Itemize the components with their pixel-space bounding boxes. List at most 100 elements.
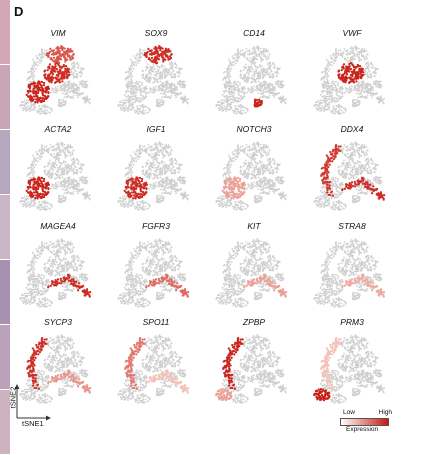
cell-point: [141, 52, 144, 55]
cell-point: [230, 63, 233, 66]
cell-point: [56, 176, 59, 179]
cell-point: [340, 105, 342, 108]
cell-point: [337, 98, 340, 100]
cell-point: [61, 171, 64, 174]
cell-point: [72, 191, 75, 193]
cell-point: [360, 76, 363, 80]
cell-point: [265, 91, 267, 94]
cell-point: [346, 49, 349, 52]
cell-point: [366, 82, 369, 85]
cell-point: [147, 47, 150, 51]
cell-point: [228, 85, 231, 88]
cell-point: [130, 105, 133, 107]
cell-point: [73, 163, 76, 166]
cell-point: [348, 62, 351, 66]
cell-point: [326, 67, 329, 70]
cell-point: [170, 161, 172, 164]
cell-point: [167, 154, 170, 157]
cell-point: [70, 193, 73, 196]
cell-point: [80, 163, 83, 166]
cell-point: [272, 94, 274, 97]
cell-point: [71, 158, 74, 161]
cell-point: [269, 67, 272, 70]
cell-point: [323, 106, 326, 109]
cell-point: [81, 83, 84, 86]
cell-point: [226, 72, 229, 75]
cell-point: [124, 90, 127, 92]
cell-point: [143, 53, 147, 56]
cell-point: [31, 176, 33, 179]
cell-point: [30, 102, 33, 104]
cell-point: [162, 82, 164, 85]
cell-point: [273, 96, 275, 99]
cell-point: [32, 71, 34, 74]
cell-point: [65, 92, 68, 95]
cell-point: [328, 88, 331, 91]
cell-point: [72, 153, 74, 155]
cell-point: [234, 82, 237, 85]
cell-point: [161, 143, 164, 146]
cell-point: [253, 73, 256, 75]
cell-point: [221, 106, 224, 109]
cell-point: [60, 99, 62, 101]
cell-point: [362, 83, 364, 86]
cell-point: [323, 83, 326, 86]
cell-point: [222, 90, 225, 92]
cell-point: [326, 105, 329, 107]
cell-point: [63, 51, 66, 54]
cell-point: [64, 93, 67, 96]
cell-point: [63, 83, 65, 86]
cell-point: [51, 185, 54, 188]
cell-point: [30, 166, 33, 169]
cell-point: [46, 96, 49, 100]
cell-point: [85, 86, 88, 88]
cell-point: [152, 63, 155, 65]
cell-point: [132, 67, 135, 70]
cell-point: [342, 51, 345, 53]
cell-point: [350, 46, 353, 48]
cell-cluster-macrophage: [253, 98, 263, 108]
cell-point: [38, 59, 41, 62]
cell-point: [229, 65, 232, 68]
cell-point: [80, 178, 82, 181]
cell-point: [263, 80, 265, 83]
cell-point: [355, 87, 358, 90]
cell-point: [367, 63, 370, 66]
cell-point: [360, 52, 363, 55]
cell-point: [81, 193, 84, 195]
cell-point: [31, 58, 34, 61]
cell-point: [86, 95, 88, 98]
cell-point: [365, 55, 367, 58]
cell-point: [33, 65, 36, 68]
cell-point: [22, 205, 25, 208]
cell-point: [264, 50, 267, 53]
cell-point: [244, 79, 247, 81]
cell-point: [177, 171, 180, 173]
cell-point: [51, 73, 55, 76]
cell-point: [63, 47, 66, 50]
cell-point: [337, 82, 339, 84]
cell-point: [43, 104, 46, 106]
cell-point: [331, 61, 333, 63]
cell-point: [42, 89, 45, 93]
cell-point: [168, 71, 171, 73]
cell-point: [42, 81, 46, 85]
cell-point: [57, 72, 60, 76]
cell-point: [259, 77, 262, 80]
cell-point: [242, 105, 244, 108]
cell-point: [351, 75, 354, 78]
cell-point: [363, 48, 366, 51]
cell-point: [156, 105, 158, 108]
cell-point: [136, 201, 139, 204]
cell-point: [30, 67, 32, 70]
cell-point: [342, 63, 346, 66]
cell-point: [143, 98, 145, 100]
cell-point: [66, 55, 70, 58]
cell-point: [75, 75, 78, 78]
cell-point: [83, 86, 86, 89]
cell-point: [347, 91, 349, 93]
cell-point: [232, 101, 235, 103]
cell-point: [34, 107, 36, 110]
cell-point: [70, 69, 72, 72]
cell-point: [70, 71, 73, 73]
